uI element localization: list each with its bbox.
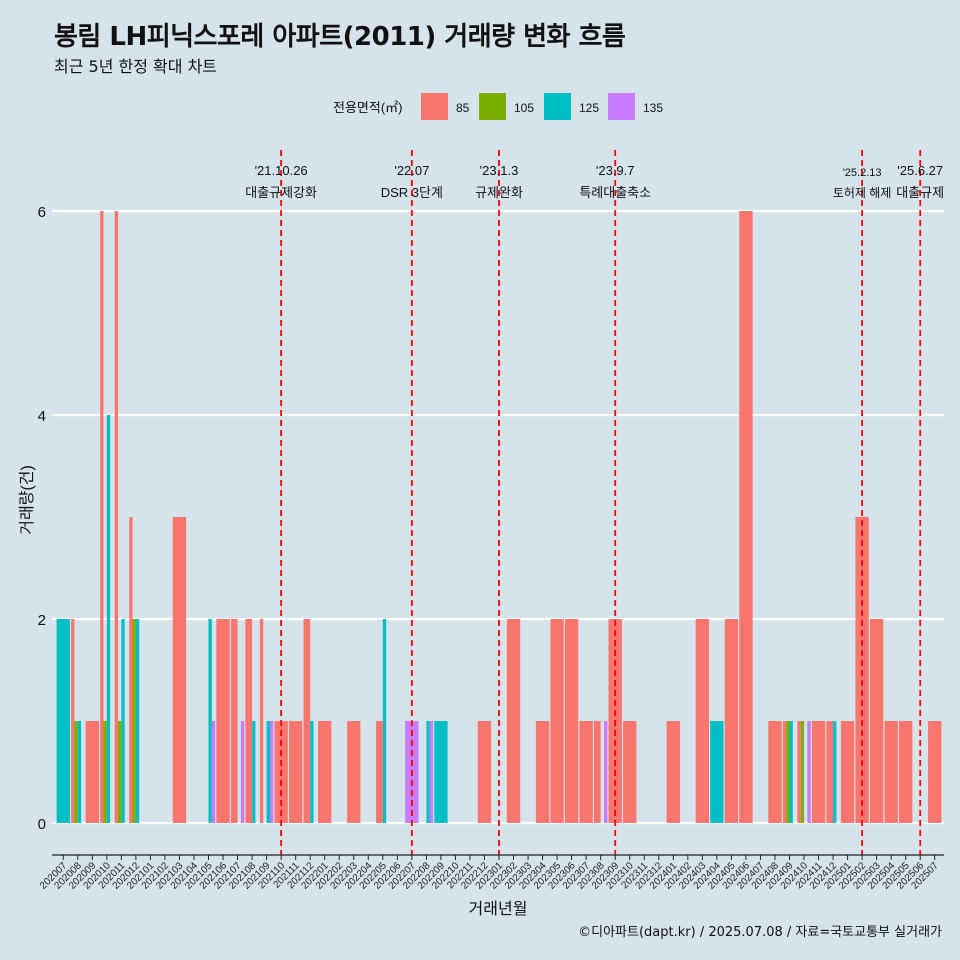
y-tick-label: 6 (38, 204, 46, 221)
bar-202012-105 (132, 619, 136, 823)
bar-202106-85 (216, 619, 230, 823)
event-name-label: 특례대출축소 (579, 185, 651, 200)
legend-key-125 (544, 93, 571, 120)
bar-202012-125 (135, 619, 140, 823)
bar-202410-135 (807, 721, 811, 823)
source-caption: ©디아파트(dapt.kr) / 2025.07.08 / 자료=국토교통부 실… (578, 925, 942, 940)
bar-202111-85 (288, 721, 303, 823)
bar-202203-85 (347, 721, 361, 823)
legend-label-85: 85 (456, 101, 470, 115)
legend: 전용면적(㎡) 85 105 125 135 (333, 93, 663, 120)
event-name-label: DSR 3단계 (381, 185, 443, 200)
bar-202008-105 (74, 721, 78, 823)
bar-202008-125 (77, 721, 82, 823)
y-axis-title: 거래량(건) (18, 465, 36, 535)
bar-202012-85 (129, 517, 133, 823)
bar-202205-125 (382, 619, 387, 823)
bar-202306-85 (564, 619, 579, 823)
bar-202010-85 (100, 211, 104, 823)
bar-202411-85 (811, 721, 826, 823)
bar-202404-125 (710, 721, 724, 823)
bar-202208-135 (429, 721, 434, 823)
bar-202412-125 (833, 721, 837, 823)
bar-202308-85 (593, 721, 601, 823)
bar-202409-105 (786, 721, 790, 823)
bar-202103-85 (172, 517, 187, 823)
bar-202112-85 (303, 619, 311, 823)
x-axis-title: 거래년월 (469, 900, 528, 918)
bar-202011-105 (118, 721, 122, 823)
bar-202401-85 (666, 721, 680, 823)
event-date-label: '25.6.27 (897, 163, 943, 178)
legend-label-125: 125 (579, 101, 599, 115)
bar-202505-85 (899, 721, 913, 823)
legend-key-85 (421, 93, 448, 120)
event-name-label: 대출규제강화 (245, 185, 317, 200)
bar-202310-85 (623, 721, 637, 823)
bar-202105-135 (211, 721, 216, 823)
bar-202011-85 (114, 211, 119, 823)
grid-lines (52, 209, 944, 825)
bar-202208-125 (426, 721, 430, 823)
bar-202410-105 (800, 721, 805, 823)
bar-202412-85 (826, 721, 834, 823)
bar-202107-135 (240, 721, 245, 823)
bar-202504-85 (884, 721, 898, 823)
bar-202410-85 (797, 721, 801, 823)
event-lines: '21.10.26 대출규제강화 '22.07 DSR 3단계 '23.1.3 규제완화 '… (245, 150, 944, 855)
bar-202308-135 (604, 721, 608, 823)
bar-202304-85 (535, 721, 550, 823)
event-name-label: 규제완화 (475, 185, 523, 200)
bar-202307-85 (579, 721, 593, 823)
bar-202010-105 (103, 721, 107, 823)
bar-202403-85 (695, 619, 710, 823)
event-date-label: '23.1.3 (480, 163, 519, 178)
bar-202011-125 (121, 619, 125, 823)
y-tick-label: 2 (38, 612, 46, 629)
bar-202212-85 (477, 721, 492, 823)
event-date-label: '22.07 (394, 163, 429, 178)
event-date-label: '21.10.26 (255, 163, 308, 178)
bar-202201-85 (318, 721, 332, 823)
bar-202109-125 (266, 721, 270, 823)
bar-202009-85 (85, 721, 99, 823)
event-name-label: 토허제 해제 (833, 186, 892, 200)
y-tick-label: 4 (38, 408, 46, 425)
bar-202107-85 (230, 619, 238, 823)
bar-202406-85 (739, 211, 753, 823)
bar-202503-85 (869, 619, 884, 823)
bar-202501-85 (840, 721, 855, 823)
chart-subtitle: 최근 5년 한정 확대 차트 (54, 57, 218, 76)
bar-202109-85 (259, 619, 264, 823)
bar-202008-85 (71, 619, 75, 823)
bar-202108-85 (245, 619, 253, 823)
bar-202105-125 (208, 619, 212, 823)
bar-202408-85 (768, 721, 782, 823)
bar-202010-125 (106, 415, 111, 823)
event-date-label: '23.9.7 (596, 163, 635, 178)
bar-202109-135 (269, 721, 274, 823)
legend-key-135 (608, 93, 635, 120)
bar-202302-85 (506, 619, 521, 823)
chart-title: 봉림 LH피닉스포레 아파트(2011) 거래량 변화 흐름 (54, 22, 626, 52)
legend-key-105 (479, 93, 506, 120)
bar-202409-125 (789, 721, 793, 823)
bar-202209-125 (434, 721, 448, 823)
y-tick-label: 0 (38, 816, 46, 833)
legend-title: 전용면적(㎡) (333, 100, 403, 115)
bars-layer (56, 211, 942, 823)
event-date-label: '25.2.13 (843, 167, 882, 179)
legend-label-135: 135 (643, 101, 663, 115)
bar-202112-125 (310, 721, 314, 823)
bar-202507-85 (928, 721, 942, 823)
bar-202108-125 (252, 721, 256, 823)
bar-202205-85 (376, 721, 383, 823)
bar-202409-85 (782, 721, 787, 823)
bar-202007-125 (56, 619, 70, 823)
legend-label-105: 105 (514, 101, 534, 115)
bar-202405-85 (724, 619, 739, 823)
bar-202305-85 (550, 619, 564, 823)
event-name-label: 대출규제 (896, 185, 944, 200)
